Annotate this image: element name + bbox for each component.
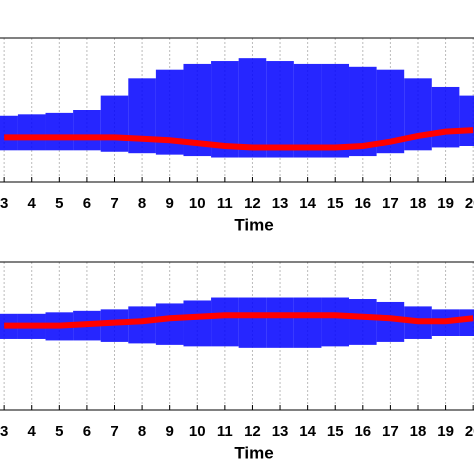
spread-band — [431, 86, 460, 148]
x-tick-label: 4 — [28, 195, 37, 212]
x-tick-label: 3 — [0, 423, 8, 440]
spread-band — [183, 300, 212, 347]
x-tick-label: 20 — [465, 423, 474, 440]
x-tick-label: 9 — [166, 195, 174, 212]
spread-band — [293, 297, 322, 348]
x-tick-label: 16 — [354, 195, 371, 212]
x-tick-label: 14 — [299, 423, 316, 440]
x-tick-label: 17 — [382, 423, 399, 440]
x-tick-label: 17 — [382, 195, 399, 212]
spread-band — [293, 63, 322, 158]
spread-band — [266, 61, 294, 158]
x-tick-label: 16 — [354, 423, 371, 440]
x-tick-label: 11 — [217, 195, 233, 212]
x-tick-label: 6 — [83, 195, 91, 212]
spread-band — [45, 112, 74, 151]
spread-band — [0, 115, 18, 151]
x-tick-label: 18 — [410, 195, 427, 212]
x-tick-label: 5 — [55, 423, 63, 440]
spread-band — [238, 297, 267, 348]
x-tick-label: 10 — [189, 195, 206, 212]
spread-band — [73, 110, 101, 151]
x-tick-label: 11 — [217, 423, 233, 440]
spread-band — [459, 309, 474, 336]
spread-band — [459, 95, 474, 146]
x-tick-label: 6 — [83, 423, 91, 440]
spread-band — [17, 114, 46, 151]
spread-band — [155, 303, 184, 345]
x-tick-label: 12 — [244, 423, 261, 440]
x-tick-label: 5 — [55, 195, 63, 212]
plot-frame — [0, 261, 474, 411]
x-tick-label: 19 — [437, 195, 454, 212]
x-tick-label: 20 — [465, 195, 474, 212]
plot-frame — [0, 37, 474, 183]
x-tick-label: 9 — [166, 423, 174, 440]
spread-band — [321, 297, 350, 347]
spread-band — [266, 297, 294, 348]
x-tick-label: 8 — [138, 195, 146, 212]
x-tick-label: 13 — [272, 195, 289, 212]
x-tick-label: 19 — [437, 423, 454, 440]
spread-band — [128, 306, 156, 344]
spread-band — [100, 95, 129, 152]
spread-band — [238, 58, 267, 158]
x-tick-label: 15 — [327, 195, 344, 212]
x-tick-label: 7 — [110, 195, 118, 212]
x-tick-label: 12 — [244, 195, 261, 212]
x-tick-label: 7 — [110, 423, 118, 440]
x-tick-label: 15 — [327, 423, 344, 440]
x-tick-label: 10 — [189, 423, 206, 440]
x-tick-label: 14 — [299, 195, 316, 212]
median-line — [4, 127, 474, 151]
x-tick-label: 3 — [0, 195, 8, 212]
x-tick-label: 4 — [28, 423, 37, 440]
x-axis-label: Time — [234, 443, 273, 462]
x-axis-label: Time — [234, 215, 273, 234]
spread-band — [349, 66, 377, 157]
x-tick-label: 13 — [272, 423, 289, 440]
x-tick-label: 8 — [138, 423, 146, 440]
spread-band — [211, 297, 239, 347]
median-line — [4, 312, 474, 329]
spread-band — [321, 63, 350, 158]
spread-band — [349, 299, 377, 345]
spread-band — [211, 61, 239, 158]
x-tick-label: 18 — [410, 423, 427, 440]
